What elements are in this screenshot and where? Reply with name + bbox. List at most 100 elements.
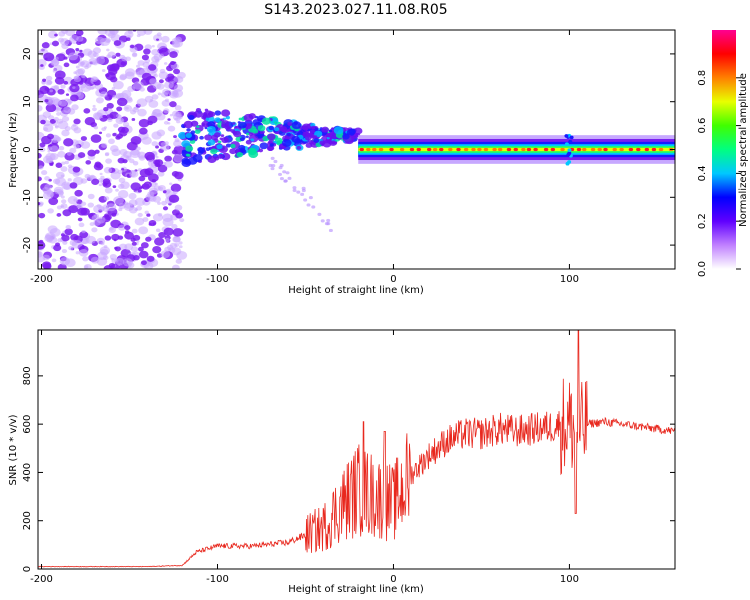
heatmap-cell — [158, 231, 166, 239]
heatmap-cell — [76, 205, 81, 209]
heatmap-cell — [53, 85, 60, 90]
heatmap-cell — [53, 244, 62, 252]
heatmap-cell — [75, 65, 80, 69]
heatmap-cell — [41, 261, 52, 269]
heatmap-cell — [188, 114, 195, 121]
heatmap-cell — [61, 116, 70, 122]
heatmap-cell — [98, 131, 103, 135]
heatmap-cell — [55, 177, 67, 187]
heatmap-cell — [285, 171, 290, 175]
heatmap-cell — [40, 64, 44, 67]
heatmap-cell — [156, 38, 160, 41]
heatmap-cell — [54, 33, 58, 37]
heatmap-cell — [102, 114, 107, 119]
snr-x-label: Height of straight line (km) — [288, 584, 424, 595]
heatmap-cell — [160, 250, 171, 259]
heatmap-cell — [230, 143, 236, 149]
heatmap-cell — [51, 59, 60, 66]
heatmap-cell — [172, 228, 184, 237]
heatmap-cell — [302, 126, 309, 131]
heatmap-cell — [287, 121, 293, 127]
heatmap-cell — [326, 218, 331, 223]
heatmap-cell — [89, 174, 95, 179]
heatmap-cell — [278, 166, 283, 170]
heatmap-cell — [245, 135, 249, 138]
heatmap-cell — [174, 105, 182, 111]
heatmap-cell — [126, 155, 132, 160]
heatmap-cell — [124, 71, 135, 80]
heatmap-cell — [81, 230, 86, 234]
heatmap-cell — [109, 30, 120, 35]
heatmap-cell — [258, 148, 264, 153]
heatmap-cell — [61, 248, 68, 254]
heatmap-cell — [138, 226, 149, 235]
heatmap-cell — [72, 86, 76, 89]
heatmap-cell — [252, 128, 259, 134]
heatmap-cell — [173, 140, 182, 148]
heatmap-cell — [173, 68, 181, 75]
heatmap-cell — [163, 62, 168, 65]
heatmap-cell — [113, 123, 119, 128]
heatmap-cell — [78, 81, 84, 85]
heatmap-cell — [164, 238, 170, 243]
heatmap-cell — [51, 258, 57, 263]
heatmap-cell — [183, 120, 194, 129]
heatmap-cell — [172, 264, 180, 269]
heatmap-cell — [155, 228, 161, 233]
heatmap-cell — [273, 159, 278, 164]
heatmap-cell — [224, 125, 231, 130]
heatmap-cell — [136, 64, 140, 68]
heatmap-cell — [322, 139, 332, 148]
heatmap-cell — [238, 117, 242, 121]
heatmap-cell — [141, 72, 152, 81]
heatmap-cell — [98, 183, 102, 187]
heatmap-cell — [161, 35, 170, 43]
heatmap-cell — [109, 63, 120, 72]
heatmap-cell — [281, 128, 287, 133]
heatmap-cell — [185, 145, 194, 152]
heatmap-cell — [43, 127, 49, 132]
heatmap-cell — [506, 147, 512, 152]
heatmap-cell — [207, 155, 217, 164]
heatmap-cell — [158, 79, 164, 84]
heatmap-cell — [296, 145, 302, 150]
heatmap-cell — [57, 88, 65, 95]
heatmap-cell — [157, 92, 162, 96]
heatmap-cell — [87, 149, 96, 157]
snr-panel: -200 -100 0 100 0 200 400 600 800 Height of stra… — [8, 329, 676, 595]
heatmap-cell — [133, 254, 140, 261]
heatmap-cell — [171, 80, 175, 84]
heatmap-cell — [90, 86, 95, 90]
heatmap-cell — [115, 188, 119, 192]
heatmap-cell — [65, 93, 70, 96]
heatmap-cell — [346, 129, 356, 136]
heatmap-cell — [153, 185, 161, 191]
heatmap-cell — [149, 78, 157, 85]
heatmap-cell — [61, 161, 66, 165]
heatmap-cell — [521, 147, 526, 152]
heatmap-cell — [210, 148, 218, 155]
heatmap-cell — [45, 103, 57, 113]
heatmap-cell — [106, 102, 114, 109]
heatmap-cell — [51, 40, 60, 47]
heatmap-cell — [175, 258, 182, 264]
heatmap-cell — [173, 190, 178, 195]
heatmap-cell — [130, 182, 141, 191]
heatmap-cell — [112, 80, 124, 90]
heatmap-cell — [59, 257, 71, 266]
heatmap-cell — [168, 194, 180, 203]
heatmap-cell — [162, 190, 167, 194]
heatmap-cell — [102, 255, 109, 261]
heatmap-cell — [409, 147, 415, 152]
heatmap-cell — [101, 142, 108, 148]
heatmap-cell — [67, 196, 79, 205]
heatmap-cell — [54, 56, 59, 61]
heatmap-cell — [173, 84, 184, 92]
heatmap-cell — [314, 135, 318, 138]
heatmap-cell — [342, 133, 350, 140]
heatmap-cell — [176, 119, 181, 124]
heatmap-cell — [68, 52, 78, 61]
heatmap-cell — [49, 234, 56, 240]
heatmap-cell — [117, 190, 129, 199]
heatmap-cell — [50, 145, 59, 152]
